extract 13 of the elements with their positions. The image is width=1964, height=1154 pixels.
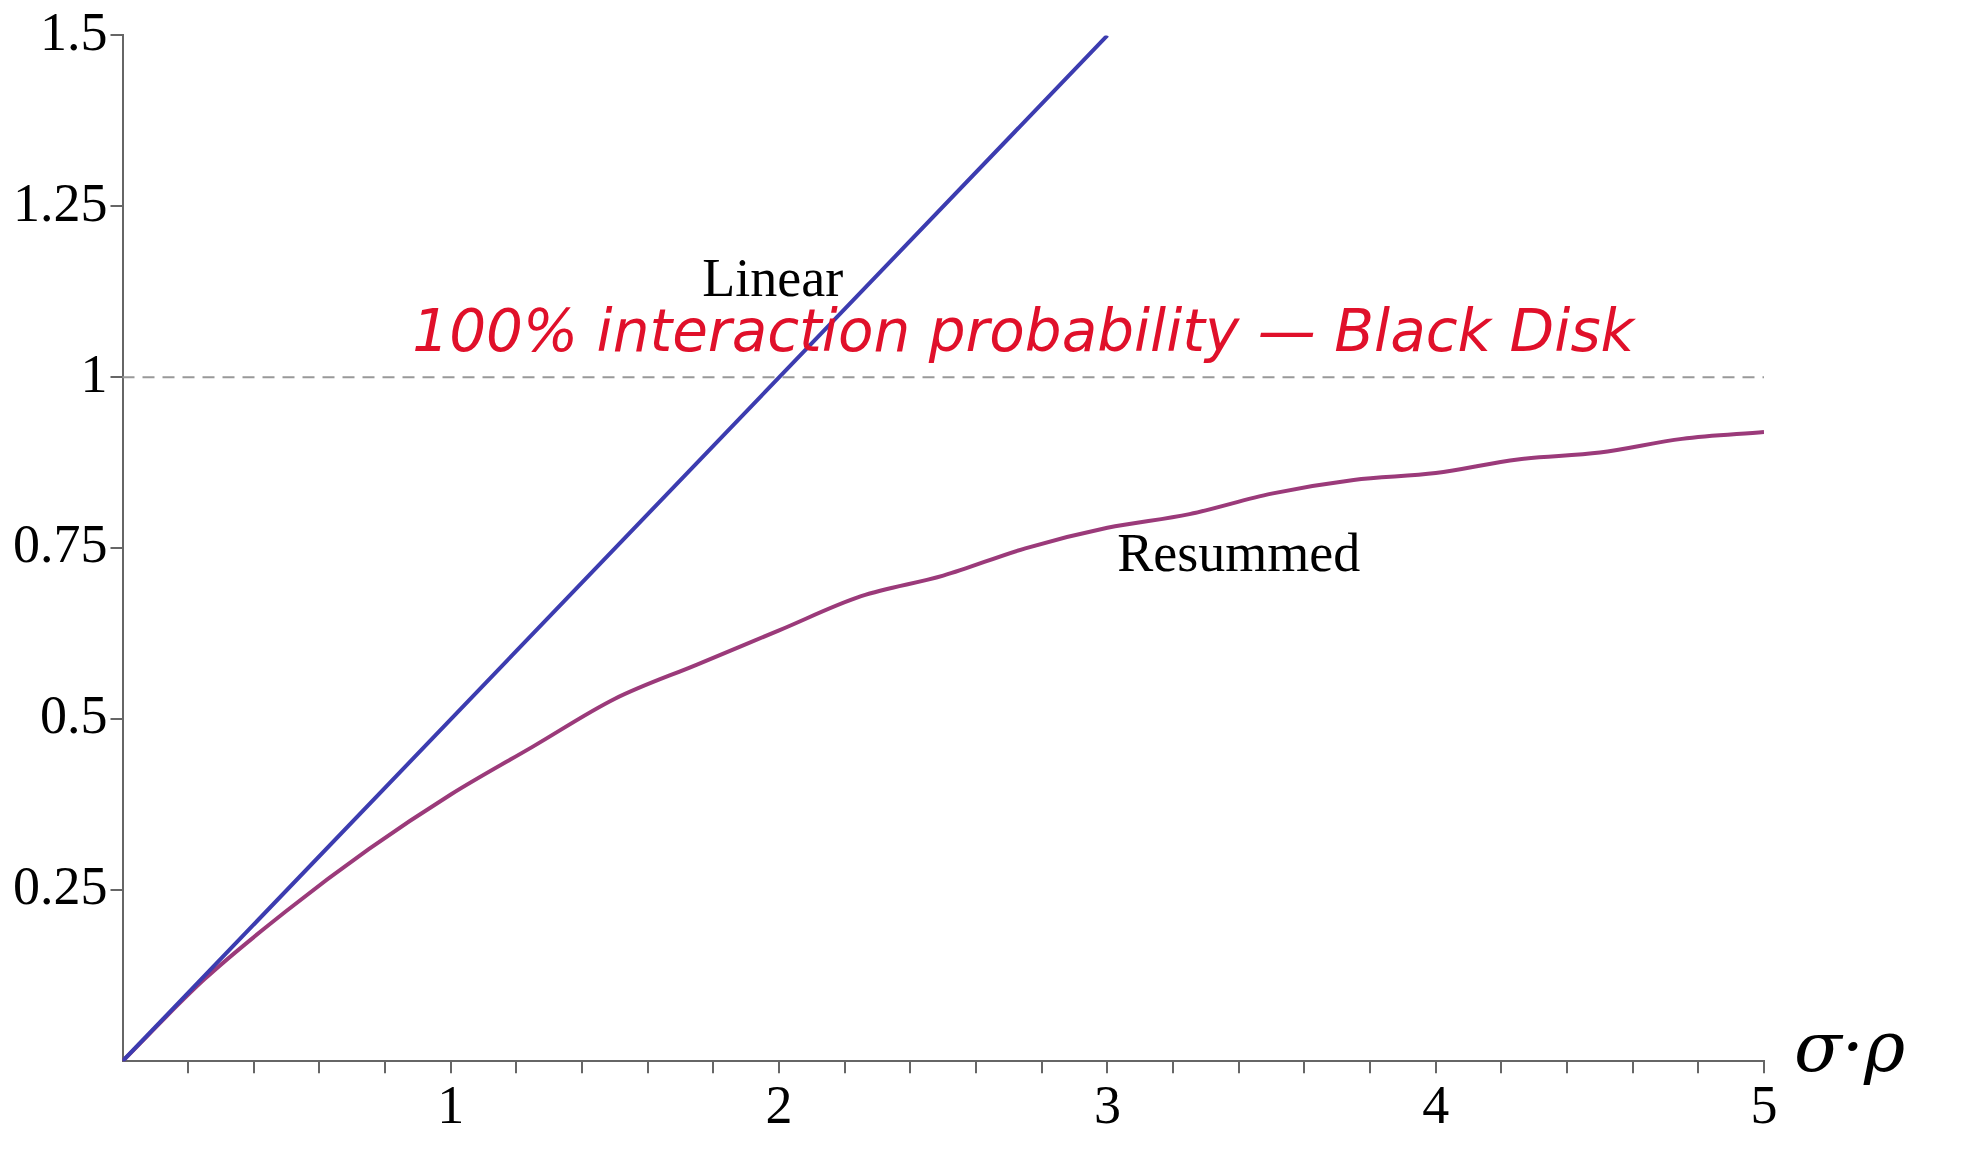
- x-axis-title: σ·ρ: [1794, 1006, 1906, 1089]
- x-tick-label: 3: [1093, 1074, 1121, 1135]
- y-tick-label: 1.5: [40, 1, 108, 62]
- y-tick-label: 0.25: [13, 856, 108, 917]
- x-tick-label: 2: [765, 1074, 793, 1135]
- x-tick-label: 1: [437, 1074, 465, 1135]
- y-tick-label: 0.5: [40, 685, 108, 746]
- y-tick-label: 0.75: [13, 514, 108, 575]
- y-tick-label: 1: [80, 343, 108, 404]
- y-tick-label: 1.25: [13, 172, 108, 233]
- x-tick-label: 4: [1422, 1074, 1450, 1135]
- series-label: Resummed: [1117, 522, 1361, 583]
- x-tick-label: 5: [1750, 1074, 1778, 1135]
